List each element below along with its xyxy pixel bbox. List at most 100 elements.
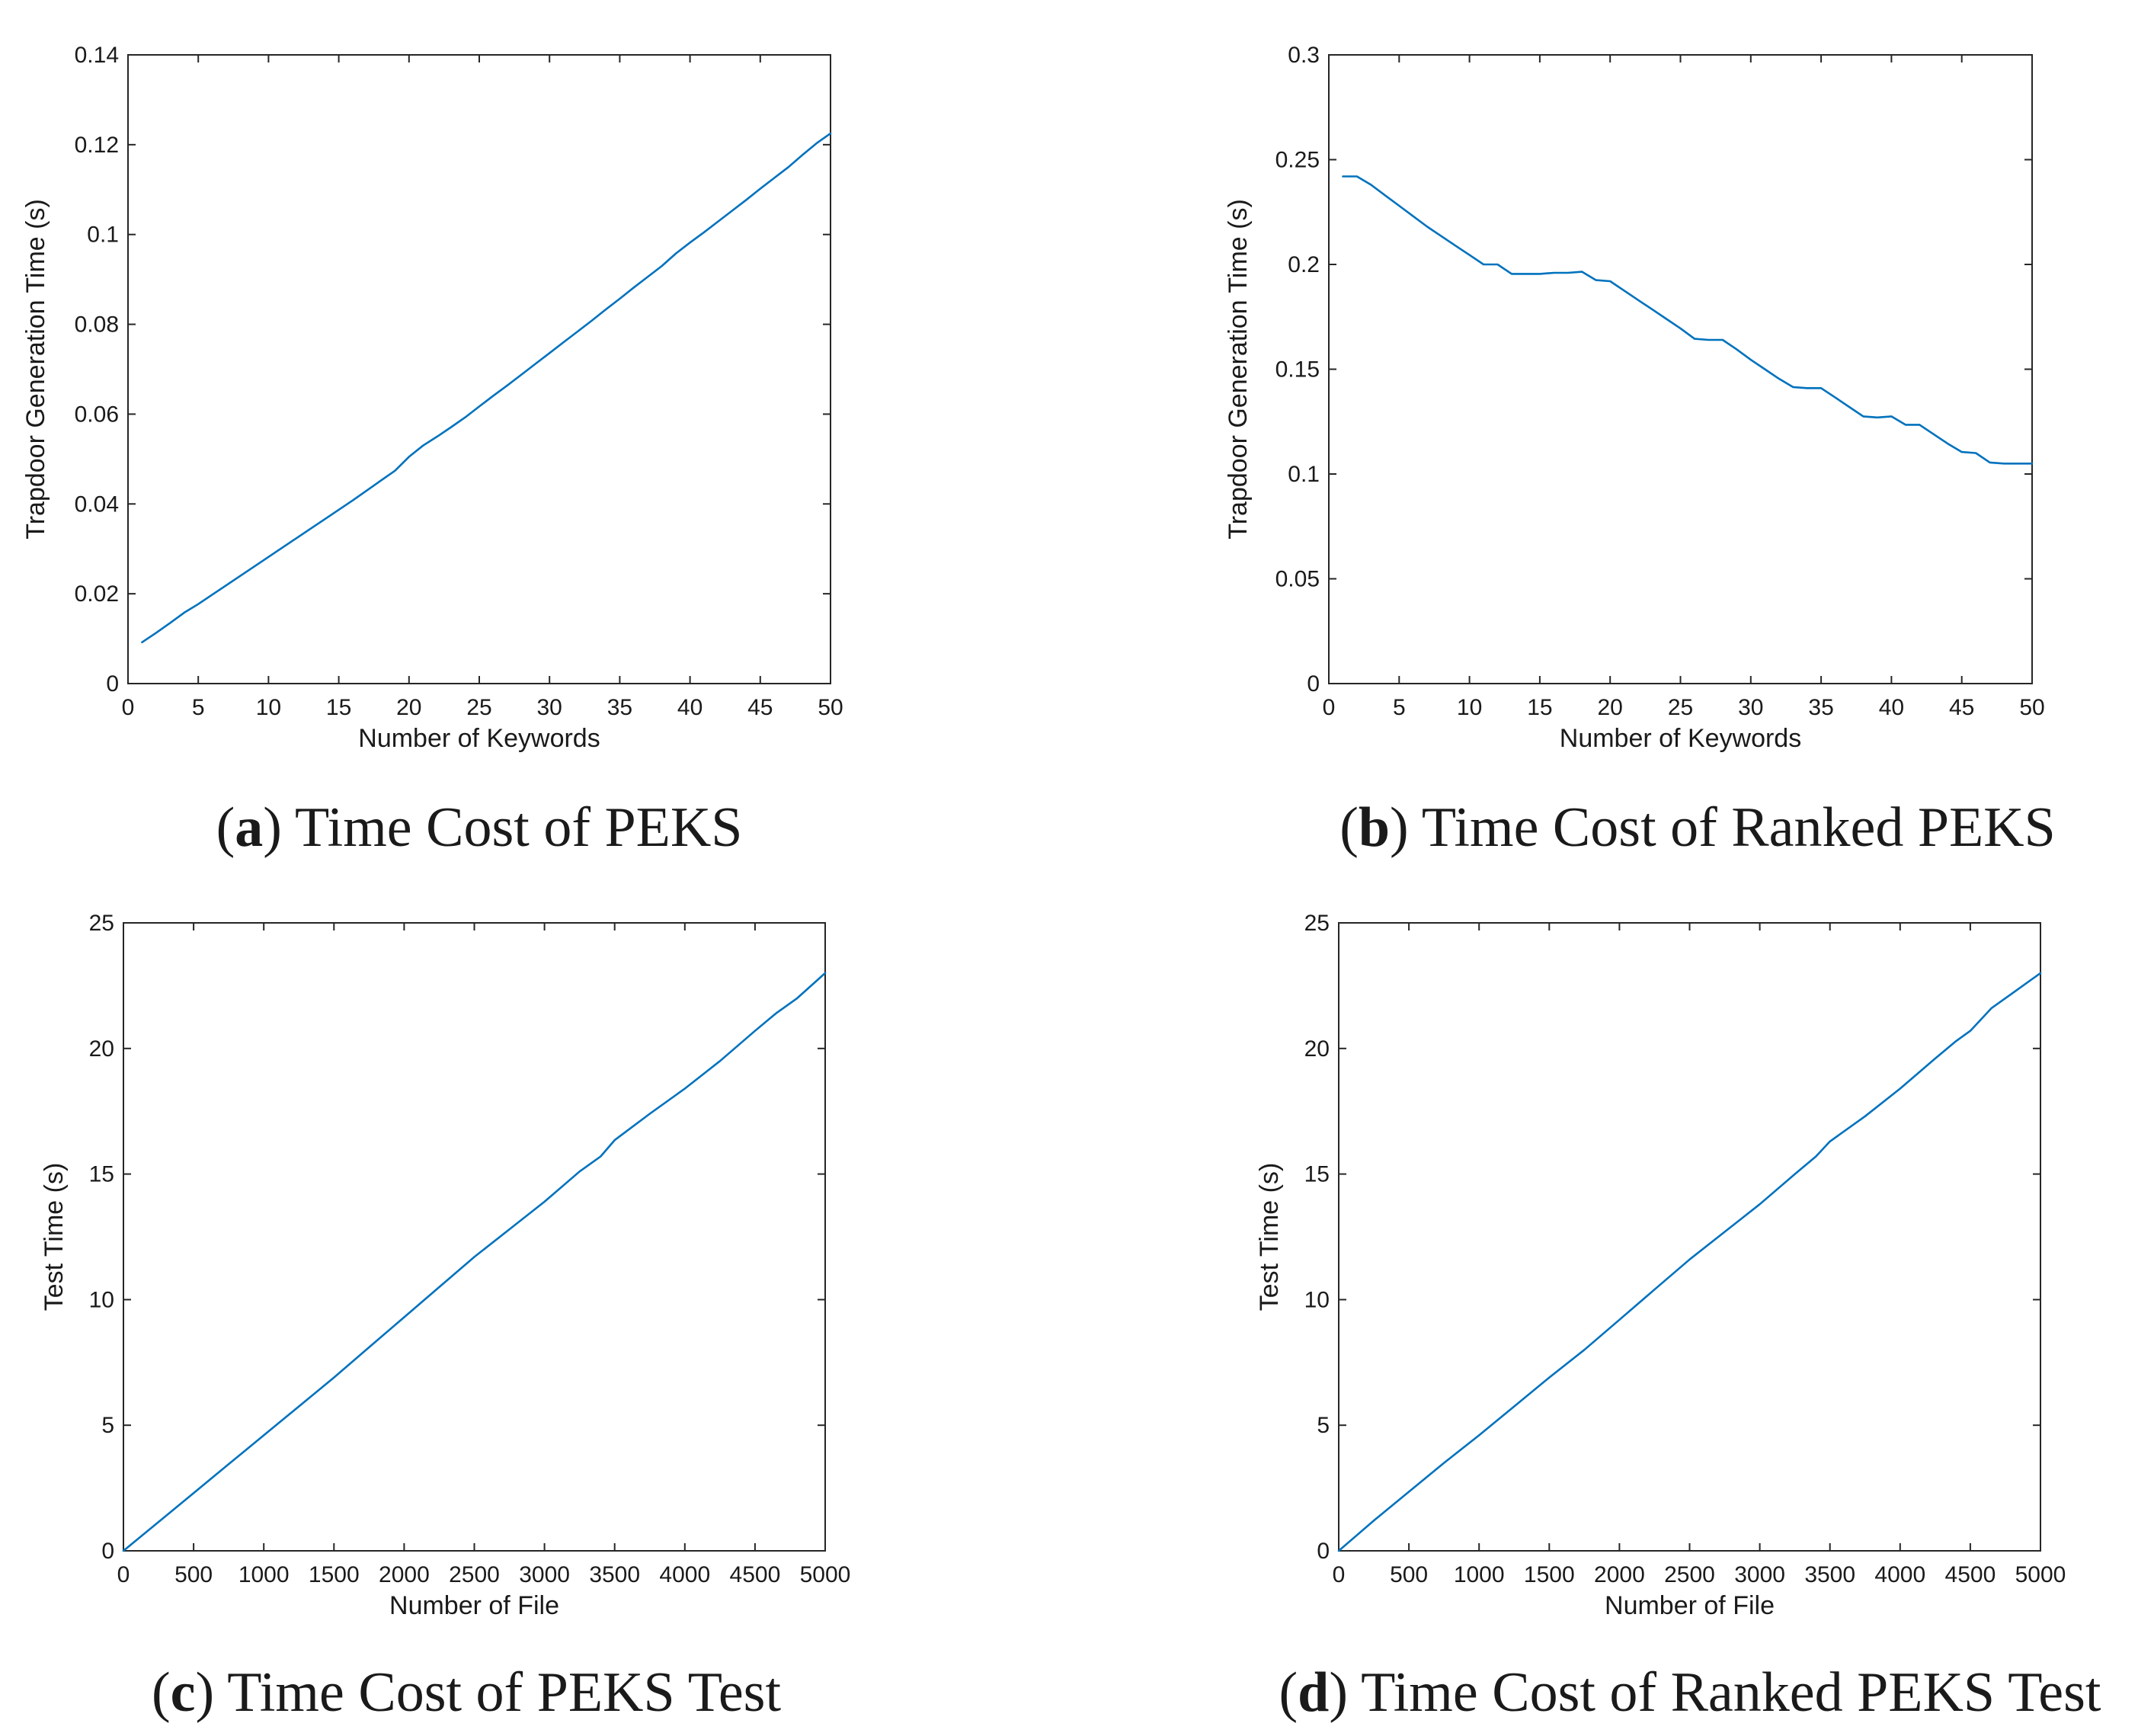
panel-b: 0 5 10 15 20 25 30 35 40 45 50 0 0.05 0.1 0.15 0.2 0.25 0… bbox=[1224, 43, 2056, 859]
panel-d-ytick-label: 15 bbox=[1304, 1162, 1330, 1187]
panel-a-axes-frame bbox=[127, 54, 831, 684]
panel-c-ytick-label: 15 bbox=[89, 1162, 114, 1187]
panel-b-xtick-label: 10 bbox=[1457, 695, 1482, 720]
panel-d-xtick-label: 500 bbox=[1390, 1562, 1428, 1587]
panel-d-axes-frame bbox=[1338, 922, 2041, 1552]
panel-c-xtick-label: 4500 bbox=[730, 1562, 781, 1587]
panel-b-xaxis-label: Number of Keywords bbox=[1560, 724, 1801, 753]
panel-d-yaxis-label: Test Time (s) bbox=[1255, 1163, 1284, 1312]
panel-a-xaxis-label: Number of Keywords bbox=[358, 724, 600, 753]
panel-c-ytick-label: 0 bbox=[101, 1539, 114, 1564]
panel-a-caption: (a) Time Cost of PEKS bbox=[216, 796, 743, 859]
panel-b-ytick-label: 0.3 bbox=[1288, 43, 1320, 68]
panel-b-ytick-label: 0.15 bbox=[1275, 357, 1320, 383]
panel-a-ytick-label: 0 bbox=[106, 671, 119, 697]
panel-d-caption: (d) Time Cost of Ranked PEKS Test bbox=[1279, 1661, 2101, 1724]
panel-a-ytick-label: 0.08 bbox=[75, 312, 119, 338]
panel-d-xaxis-label: Number of File bbox=[1605, 1591, 1775, 1620]
panel-c-xtick-label: 500 bbox=[174, 1562, 213, 1587]
panel-c-ytick-label: 5 bbox=[101, 1413, 114, 1438]
panel-d-xtick-label: 2500 bbox=[1664, 1562, 1715, 1587]
panel-a-ytick-label: 0.12 bbox=[75, 133, 119, 158]
panel-c-ytick-label: 25 bbox=[89, 911, 114, 936]
panel-a-ytick-label: 0.14 bbox=[75, 43, 119, 68]
panel-b-xtick-label: 0 bbox=[1323, 695, 1336, 720]
panel-b-ytick-label: 0.2 bbox=[1288, 252, 1320, 277]
panel-c-caption: (c) Time Cost of PEKS Test bbox=[152, 1661, 782, 1724]
panel-a-xtick-label: 0 bbox=[122, 695, 135, 720]
panel-d-xtick-label: 4000 bbox=[1874, 1562, 1925, 1587]
panel-c-plot: 0 500 1000 1500 2000 2500 3000 3500 4000 4500 5000… bbox=[40, 911, 850, 1620]
panel-b-yaxis-label: Trapdoor Generation Time (s) bbox=[1224, 199, 1253, 540]
panel-b-axes-frame bbox=[1328, 54, 2033, 684]
panel-b-xtick-label: 20 bbox=[1598, 695, 1623, 720]
panel-b-ytick-label: 0.25 bbox=[1275, 148, 1320, 173]
panel-d-xtick-label: 4500 bbox=[1945, 1562, 1996, 1587]
panel-a-series-line bbox=[141, 132, 832, 644]
panel-d-xtick-label: 0 bbox=[1333, 1562, 1346, 1587]
panel-c-series-line bbox=[122, 972, 827, 1552]
panel-a-xtick-label: 20 bbox=[396, 695, 421, 720]
panel-c-xtick-label: 2000 bbox=[379, 1562, 430, 1587]
panel-d-ytick-label: 5 bbox=[1317, 1413, 1330, 1438]
panel-c-xtick-label: 1000 bbox=[238, 1562, 290, 1587]
panel-d-xtick-label: 3000 bbox=[1734, 1562, 1785, 1587]
panel-c-xtick-label: 0 bbox=[117, 1562, 130, 1587]
panel-b-xtick-label: 15 bbox=[1527, 695, 1552, 720]
panel-c-xtick-label: 3000 bbox=[519, 1562, 570, 1587]
panel-b-series-line bbox=[1342, 175, 2034, 465]
panel-d-series-line bbox=[1337, 972, 2042, 1552]
panel-c-axes-frame bbox=[123, 922, 826, 1552]
panel-d-xtick-label: 1000 bbox=[1454, 1562, 1505, 1587]
panel-a-ytick-label: 0.1 bbox=[87, 223, 119, 248]
panel-c: 0 500 1000 1500 2000 2500 3000 3500 4000 4500 5000… bbox=[40, 911, 850, 1724]
panel-d-xtick-label: 5000 bbox=[2015, 1562, 2066, 1587]
panel-b-xtick-label: 30 bbox=[1738, 695, 1763, 720]
panel-c-ytick-label: 10 bbox=[89, 1287, 114, 1312]
panel-b-ytick-label: 0.05 bbox=[1275, 567, 1320, 592]
panel-b-caption: (b) Time Cost of Ranked PEKS bbox=[1339, 796, 2056, 859]
panel-d-ytick-label: 10 bbox=[1304, 1287, 1330, 1312]
panel-a-plot: 0 5 10 15 20 25 30 35 40 45 50 0 0.02 0.04 0.06 0.08 0.1… bbox=[21, 43, 843, 753]
panel-c-xtick-label: 4000 bbox=[659, 1562, 710, 1587]
panel-a-xtick-label: 35 bbox=[607, 695, 632, 720]
panel-b-xtick-label: 40 bbox=[1879, 695, 1904, 720]
panel-d-xtick-label: 3500 bbox=[1804, 1562, 1855, 1587]
panel-c-ytick-label: 20 bbox=[89, 1036, 114, 1062]
panel-a-ytick-label: 0.02 bbox=[75, 581, 119, 607]
panel-b-ytick-label: 0 bbox=[1307, 671, 1320, 697]
panel-c-xtick-label: 2500 bbox=[449, 1562, 500, 1587]
panel-b-xtick-label: 50 bbox=[2019, 695, 2044, 720]
panel-a-xtick-label: 15 bbox=[326, 695, 351, 720]
panel-a-ytick-label: 0.04 bbox=[75, 492, 119, 517]
panel-c-xaxis-label: Number of File bbox=[389, 1591, 559, 1620]
panel-a-xtick-label: 50 bbox=[818, 695, 843, 720]
panel-b-xtick-label: 45 bbox=[1949, 695, 1974, 720]
panel-d: 0 500 1000 1500 2000 2500 3000 3500 4000 4500 5000… bbox=[1255, 911, 2101, 1724]
panel-d-xtick-label: 1500 bbox=[1524, 1562, 1575, 1587]
panel-d-xtick-label: 2000 bbox=[1594, 1562, 1645, 1587]
panel-b-plot: 0 5 10 15 20 25 30 35 40 45 50 0 0.05 0.1 0.15 0.2 0.25 0… bbox=[1224, 43, 2045, 753]
panel-d-ytick-label: 0 bbox=[1317, 1539, 1330, 1564]
panel-a-xtick-label: 40 bbox=[677, 695, 703, 720]
panel-a-xtick-label: 10 bbox=[256, 695, 281, 720]
panel-c-xtick-label: 5000 bbox=[800, 1562, 851, 1587]
panel-d-ytick-label: 20 bbox=[1304, 1036, 1330, 1062]
panel-d-plot: 0 500 1000 1500 2000 2500 3000 3500 4000 4500 5000… bbox=[1255, 911, 2066, 1620]
panel-b-xtick-label: 25 bbox=[1668, 695, 1693, 720]
panel-a-yaxis-label: Trapdoor Generation Time (s) bbox=[21, 199, 50, 540]
panel-a-xtick-label: 25 bbox=[466, 695, 491, 720]
panel-a-xtick-label: 45 bbox=[747, 695, 773, 720]
panel-a-xtick-label: 5 bbox=[192, 695, 205, 720]
panel-b-xtick-label: 5 bbox=[1393, 695, 1406, 720]
panel-b-xtick-label: 35 bbox=[1808, 695, 1833, 720]
panel-c-yaxis-label: Test Time (s) bbox=[40, 1163, 69, 1312]
panel-a: 0 5 10 15 20 25 30 35 40 45 50 0 0.02 0.04 0.06 0.08 0.1… bbox=[21, 43, 843, 859]
panel-a-xtick-label: 30 bbox=[537, 695, 562, 720]
panel-a-ytick-label: 0.06 bbox=[75, 402, 119, 427]
panel-c-xtick-label: 3500 bbox=[589, 1562, 640, 1587]
panel-b-ytick-label: 0.1 bbox=[1288, 462, 1320, 487]
panel-c-xtick-label: 1500 bbox=[309, 1562, 360, 1587]
panel-d-ytick-label: 25 bbox=[1304, 911, 1330, 936]
